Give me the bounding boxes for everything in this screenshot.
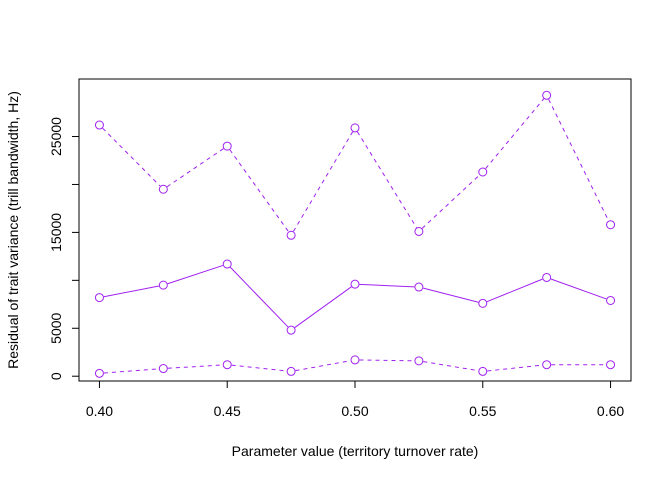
x-tick-label: 0.55	[469, 403, 496, 419]
y-tick-label: 0	[48, 372, 64, 380]
series-1-point	[606, 220, 616, 230]
series-1-point	[286, 230, 296, 240]
series-1-segment	[356, 131, 417, 228]
y-tick-label: 5000	[48, 312, 64, 343]
series-1-point	[94, 120, 104, 130]
y-axis: 0 5000 15000 25000	[48, 117, 80, 380]
series-2-segment	[359, 283, 415, 288]
y-tick-label: 25000	[48, 117, 64, 156]
y-axis-label: Residual of trait variance (trill bandwi…	[5, 91, 21, 369]
series-1-point	[542, 90, 552, 100]
series-1-point	[222, 141, 232, 151]
series-2-point	[286, 325, 296, 335]
series-2-point	[94, 293, 104, 303]
series-3-point	[94, 368, 104, 378]
x-tick-label: 0.40	[86, 403, 113, 419]
series-3-segment	[359, 359, 415, 362]
series-3-point	[350, 355, 360, 365]
series-2-point	[414, 282, 424, 292]
series-1-segment	[229, 149, 289, 232]
series-1-point	[478, 167, 488, 177]
series-2-point	[350, 279, 360, 289]
series-2-segment	[167, 264, 224, 285]
series-3-point	[158, 364, 168, 374]
series-layer	[94, 90, 616, 378]
series-3-point	[542, 360, 552, 370]
series-2-segment	[550, 278, 607, 300]
series-3-point	[606, 360, 616, 370]
series-3-point	[286, 366, 296, 376]
x-axis: 0.40 0.45 0.50 0.55 0.60	[86, 380, 624, 419]
series-3-segment	[103, 368, 159, 374]
x-tick-label: 0.45	[214, 403, 241, 419]
series-1-segment	[485, 98, 545, 169]
series-2-segment	[486, 278, 543, 303]
series-3-segment	[423, 361, 479, 372]
series-1-point	[158, 184, 168, 194]
series-1-segment	[102, 127, 161, 187]
series-3-point	[414, 356, 424, 366]
series-3-segment	[295, 360, 351, 372]
series-3-point	[478, 366, 488, 376]
series-1-segment	[166, 148, 224, 188]
series-1-point	[350, 123, 360, 133]
series-3-point	[222, 360, 232, 370]
series-1-segment	[292, 131, 354, 232]
series-2-segment	[423, 287, 479, 303]
series-3-segment	[167, 364, 223, 369]
series-2-point	[158, 280, 168, 290]
series-1-segment	[548, 99, 610, 221]
series-2-point	[478, 298, 488, 308]
series-1-point	[414, 226, 424, 236]
x-tick-label: 0.50	[341, 403, 368, 419]
series-2-point	[542, 272, 552, 282]
series-2-segment	[229, 266, 289, 328]
series-2-segment	[103, 285, 160, 298]
series-2-point	[222, 259, 232, 269]
series-3-segment	[231, 364, 287, 372]
y-tick-label: 15000	[48, 213, 64, 252]
series-1-segment	[421, 174, 480, 229]
series-2-segment	[294, 286, 352, 328]
series-2-point	[606, 295, 616, 305]
x-tick-label: 0.60	[597, 403, 624, 419]
series-3-segment	[487, 364, 543, 372]
x-axis-label: Parameter value (territory turnover rate…	[232, 443, 479, 459]
